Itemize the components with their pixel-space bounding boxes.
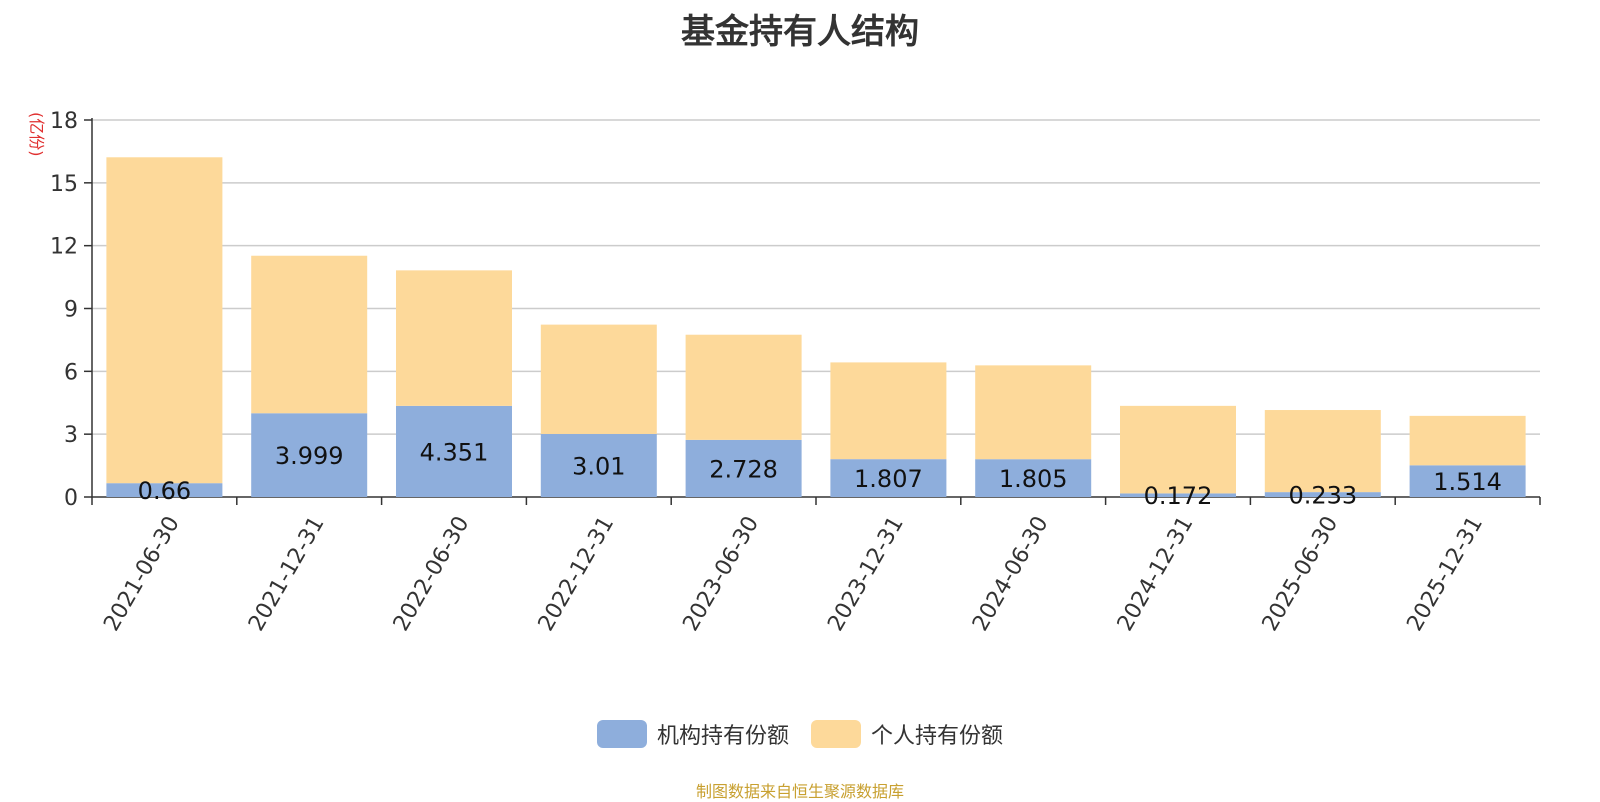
y-tick-label: 3 (64, 423, 78, 448)
x-tick-label: 2021-06-30 (99, 512, 185, 635)
data-label-institutional: 3.01 (572, 452, 625, 480)
x-tick-label: 2025-12-31 (1402, 512, 1488, 635)
x-tick-label: 2021-12-31 (244, 512, 330, 635)
x-tick-label: 2022-06-30 (389, 512, 475, 635)
data-label-institutional: 0.233 (1288, 482, 1357, 510)
bar-institutional (396, 405, 512, 497)
bar-individual (685, 334, 802, 440)
bar-institutional (975, 459, 1092, 497)
x-tick-label: 2022-12-31 (534, 512, 620, 635)
data-label-institutional: 1.805 (999, 465, 1068, 493)
bar-individual (1264, 410, 1381, 493)
legend-swatch-institutional (596, 720, 647, 748)
bar-individual (251, 255, 368, 414)
data-label-institutional: 1.514 (1433, 468, 1502, 496)
bar-institutional (540, 433, 657, 497)
y-tick-label: 15 (50, 172, 78, 197)
x-tick-label: 2023-06-30 (678, 512, 764, 635)
data-label-institutional: 2.728 (709, 455, 778, 483)
bar-institutional (251, 413, 368, 497)
x-tick-label: 2023-12-31 (823, 512, 909, 635)
data-label-institutional: 1.807 (854, 465, 923, 493)
bar-institutional (1409, 465, 1526, 497)
chart-title: 基金持有人结构 (681, 12, 919, 52)
bar-individual (975, 365, 1092, 460)
legend-label-individual: 个人持有份额 (871, 724, 1004, 749)
y-tick-label: 6 (64, 360, 78, 385)
y-tick-label: 9 (64, 298, 78, 323)
bar-individual (1120, 405, 1236, 494)
data-label-institutional: 0.172 (1144, 482, 1213, 510)
bar-individual (540, 324, 657, 434)
y-tick-label: 0 (64, 486, 78, 511)
bar-individual (106, 157, 223, 484)
legend-label-institutional: 机构持有份额 (656, 724, 789, 749)
legend-item-individual[interactable]: 个人持有份额 (811, 718, 1003, 750)
x-tick-label: 2025-06-30 (1258, 512, 1344, 635)
legend-swatch-individual (811, 720, 861, 748)
bar-institutional (830, 459, 947, 497)
y-tick-label: 18 (50, 109, 78, 134)
bar-institutional (106, 483, 223, 497)
data-label-institutional: 4.351 (420, 438, 489, 466)
bar-institutional (1120, 493, 1236, 497)
chart-plot: 0 3 6 9 12 15 18 0.66 2021-06-30 3.999 2021-12-31 4… (50, 109, 1541, 636)
bar-institutional (685, 439, 802, 497)
legend-item-institutional[interactable]: 机构持有份额 (596, 718, 789, 750)
x-tick-label: 2024-06-30 (968, 512, 1054, 635)
source-note: 制图数据来自恒生聚源数据库 (695, 782, 904, 801)
bar-individual (830, 362, 947, 460)
bar-individual (396, 270, 512, 406)
bar-individual (1409, 415, 1526, 466)
bar-institutional (1264, 492, 1381, 497)
x-tick-label: 2024-12-31 (1113, 512, 1199, 635)
data-label-institutional: 0.66 (138, 477, 191, 505)
data-label-institutional: 3.999 (275, 442, 344, 470)
y-tick-label: 12 (50, 235, 78, 260)
legend: 机构持有份额 个人持有份额 (0, 718, 1600, 750)
